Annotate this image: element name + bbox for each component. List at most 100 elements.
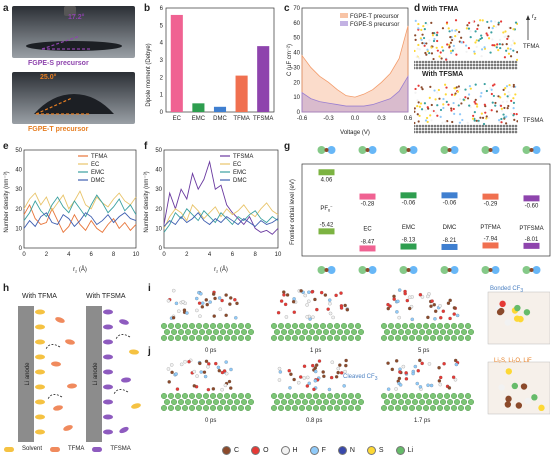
md-molecule-atom bbox=[510, 44, 513, 47]
md-substrate-atom bbox=[451, 63, 455, 67]
molecule-atom bbox=[429, 304, 433, 308]
md-substrate-atom bbox=[496, 60, 500, 64]
molecule-atom bbox=[216, 365, 221, 370]
molecule-atom bbox=[212, 314, 216, 318]
li-atom bbox=[343, 329, 350, 336]
md-molecule-atom bbox=[426, 106, 429, 109]
g-orbital-atom bbox=[447, 268, 452, 272]
md-substrate-atom bbox=[487, 130, 491, 134]
md-molecule-atom bbox=[473, 52, 476, 55]
md-molecule-atom bbox=[452, 38, 456, 41]
f-line-tfsma bbox=[163, 160, 279, 235]
md-substrate-atom bbox=[478, 124, 482, 128]
li-atom bbox=[454, 399, 461, 406]
molecule-atom bbox=[420, 361, 424, 366]
g-orbital-atom bbox=[324, 148, 329, 152]
contact-angle-photo-t bbox=[12, 72, 135, 124]
molecule-atom bbox=[181, 300, 185, 304]
bar-dmc bbox=[213, 106, 227, 112]
md-substrate-atom bbox=[415, 127, 419, 131]
panel-label-c: c bbox=[284, 3, 290, 14]
md-substrate-atom bbox=[445, 63, 449, 67]
md-substrate-atom bbox=[463, 130, 467, 134]
molecule-atom bbox=[339, 306, 344, 310]
molecule-atom bbox=[322, 374, 326, 378]
g-orbital-lobe bbox=[358, 266, 367, 274]
md-substrate-atom bbox=[466, 63, 470, 67]
md-molecule-atom bbox=[479, 19, 482, 22]
md-substrate-atom bbox=[466, 66, 470, 70]
molecule-atom bbox=[344, 363, 348, 368]
molecule-atom bbox=[319, 290, 324, 295]
md-molecule-atom bbox=[473, 119, 476, 122]
g-orbital-lobe bbox=[532, 266, 541, 274]
molecule-atom bbox=[438, 304, 442, 308]
md-molecule-atom bbox=[452, 101, 455, 105]
b-xtick-tfsma: TFSMA bbox=[253, 116, 273, 122]
c-ytick: 60 bbox=[293, 21, 300, 27]
md-molecule-atom bbox=[449, 41, 453, 44]
li-atom bbox=[203, 335, 210, 342]
e-ytick: 0 bbox=[19, 246, 23, 252]
li-atom bbox=[319, 323, 326, 330]
md-substrate-atom bbox=[493, 63, 497, 67]
atom-legend-item-o: O bbox=[251, 446, 269, 455]
molecule-atom bbox=[437, 366, 441, 370]
li-atom bbox=[319, 393, 326, 400]
b-ytick: 0 bbox=[160, 110, 164, 116]
md-substrate-atom bbox=[475, 130, 479, 134]
md-substrate-atom bbox=[445, 130, 449, 134]
md-molecule-atom bbox=[506, 107, 509, 110]
li-atom bbox=[237, 393, 244, 400]
md-substrate-atom bbox=[466, 127, 470, 131]
molecule-atom bbox=[334, 293, 338, 298]
md-molecule-atom bbox=[416, 47, 419, 50]
li-atom bbox=[319, 405, 326, 412]
md-substrate-atom bbox=[445, 60, 449, 64]
md-substrate-atom bbox=[451, 66, 455, 70]
i-note-sub: 3 bbox=[520, 288, 524, 295]
md-molecule-atom bbox=[490, 31, 493, 34]
legend-solvent-swatch bbox=[4, 446, 14, 452]
atom-dot-s bbox=[366, 446, 376, 455]
md-molecule-atom bbox=[515, 58, 518, 61]
md-molecule-atom bbox=[420, 108, 424, 111]
md-substrate-atom bbox=[442, 63, 446, 67]
li-atom bbox=[210, 393, 217, 400]
md-molecule-atom bbox=[448, 30, 451, 33]
md-molecule-atom bbox=[480, 55, 483, 58]
c-legend-swatch-1 bbox=[340, 21, 348, 26]
md-substrate-atom bbox=[514, 130, 518, 134]
g-homo-value-3: -8.21 bbox=[443, 238, 457, 244]
md-molecule-atom bbox=[481, 19, 484, 22]
g-homo-bar-3 bbox=[441, 243, 458, 250]
h-molecule bbox=[131, 403, 141, 409]
molecule-atom bbox=[291, 300, 296, 304]
g-orbital-atom bbox=[365, 268, 370, 272]
md-substrate-atom bbox=[439, 130, 443, 134]
md-molecule-atom bbox=[454, 29, 457, 32]
c-ytick: 20 bbox=[293, 80, 300, 86]
md-molecule-atom bbox=[432, 57, 435, 61]
molecule-atom bbox=[185, 311, 189, 315]
li-atom bbox=[189, 405, 196, 412]
li-atom bbox=[394, 405, 401, 412]
li-atom bbox=[416, 335, 423, 342]
li-atom bbox=[196, 335, 203, 342]
md-molecule-atom bbox=[451, 49, 454, 52]
md-substrate-atom bbox=[430, 127, 434, 131]
molecule-atom bbox=[175, 387, 180, 391]
atom-legend-item-h: H bbox=[280, 446, 298, 455]
li-atom bbox=[161, 405, 167, 412]
md-molecule-atom bbox=[480, 112, 483, 115]
h-arrow bbox=[47, 394, 63, 400]
li-atom bbox=[210, 335, 217, 342]
li-atom bbox=[401, 393, 408, 400]
e-xtick: 0 bbox=[22, 252, 26, 258]
li-atom bbox=[336, 399, 343, 406]
li-atom bbox=[465, 393, 472, 400]
inset-atom bbox=[504, 401, 512, 408]
md-substrate-atom bbox=[475, 127, 479, 131]
md-molecule-atom bbox=[492, 94, 495, 98]
i-note: Bonded CF3 bbox=[490, 286, 523, 294]
